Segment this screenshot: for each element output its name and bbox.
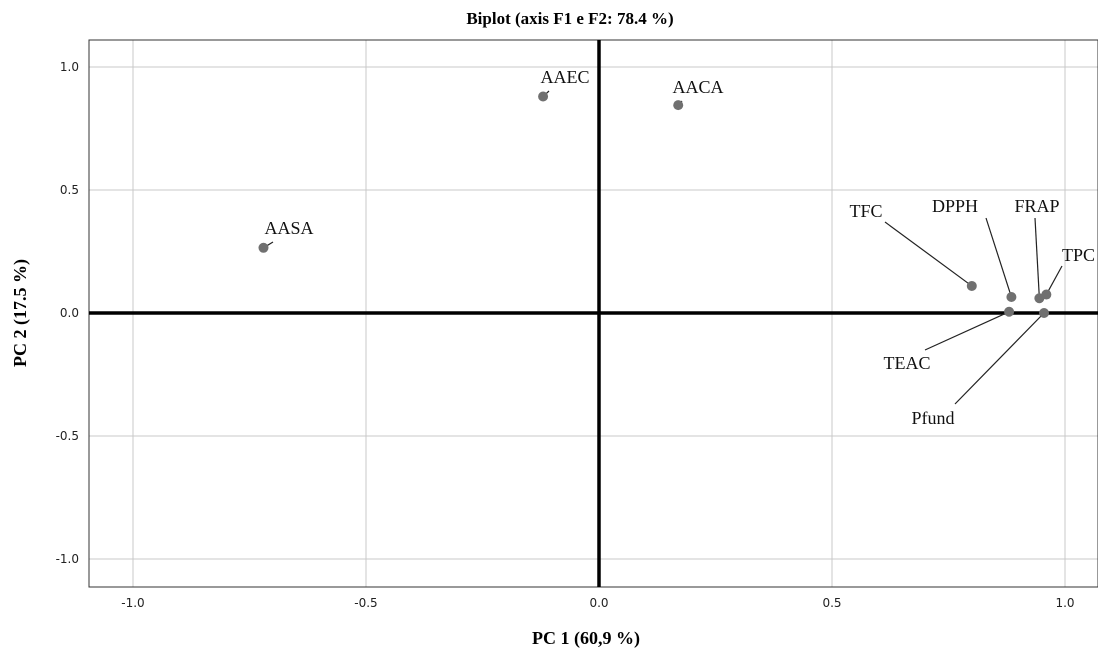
chart-title: Biplot (axis F1 e F2: 78.4 %) — [466, 9, 673, 28]
leader-line — [1045, 265, 1063, 295]
point-label: AACA — [672, 77, 723, 97]
point-label: TPC — [1062, 245, 1095, 265]
leader-line — [954, 312, 1045, 405]
x-tick-label: 1.0 — [1055, 596, 1074, 610]
leader-line — [884, 221, 973, 287]
tick-labels: -1.0 -0.5 0.0 0.5 1.0 1.0 0.5 0.0 -0.5 -1.0 — [56, 60, 1075, 610]
point-label: TEAC — [884, 353, 931, 373]
x-tick-label: 0.5 — [822, 596, 841, 610]
y-tick-label: -0.5 — [56, 429, 79, 443]
x-tick-label: -1.0 — [121, 596, 144, 610]
point-label: TFC — [849, 201, 882, 221]
leader-line — [985, 217, 1012, 298]
data-point — [258, 242, 269, 253]
data-point — [966, 280, 977, 291]
point-label: AASA — [264, 218, 313, 238]
zero-lines — [89, 40, 1098, 587]
leader-line — [924, 311, 1010, 351]
data-point — [1006, 292, 1017, 303]
x-tick-label: -0.5 — [354, 596, 377, 610]
y-tick-label: 0.5 — [60, 183, 79, 197]
y-tick-label: -1.0 — [56, 552, 79, 566]
y-tick-label: 1.0 — [60, 60, 79, 74]
point-label: Pfund — [911, 408, 954, 428]
data-point — [1041, 289, 1052, 300]
y-axis-label: PC 2 (17.5 %) — [10, 259, 31, 367]
data-point — [538, 91, 549, 102]
leader-line — [1034, 217, 1040, 299]
point-label: DPPH — [932, 196, 978, 216]
data-point — [1039, 308, 1050, 318]
x-tick-label: 0.0 — [589, 596, 608, 610]
grid-layer — [89, 40, 1098, 587]
point-label: AAEC — [541, 67, 590, 87]
data-point — [673, 100, 684, 111]
y-tick-label: 0.0 — [60, 306, 79, 320]
point-labels: AAEC AACA AASA TFC DPPH FRAP TPC TEAC Pfund — [264, 67, 1095, 428]
data-points — [258, 91, 1052, 318]
point-label: FRAP — [1014, 196, 1059, 216]
x-axis-label: PC 1 (60,9 %) — [532, 628, 640, 649]
leader-lines — [263, 90, 1063, 405]
data-point — [1004, 306, 1015, 317]
